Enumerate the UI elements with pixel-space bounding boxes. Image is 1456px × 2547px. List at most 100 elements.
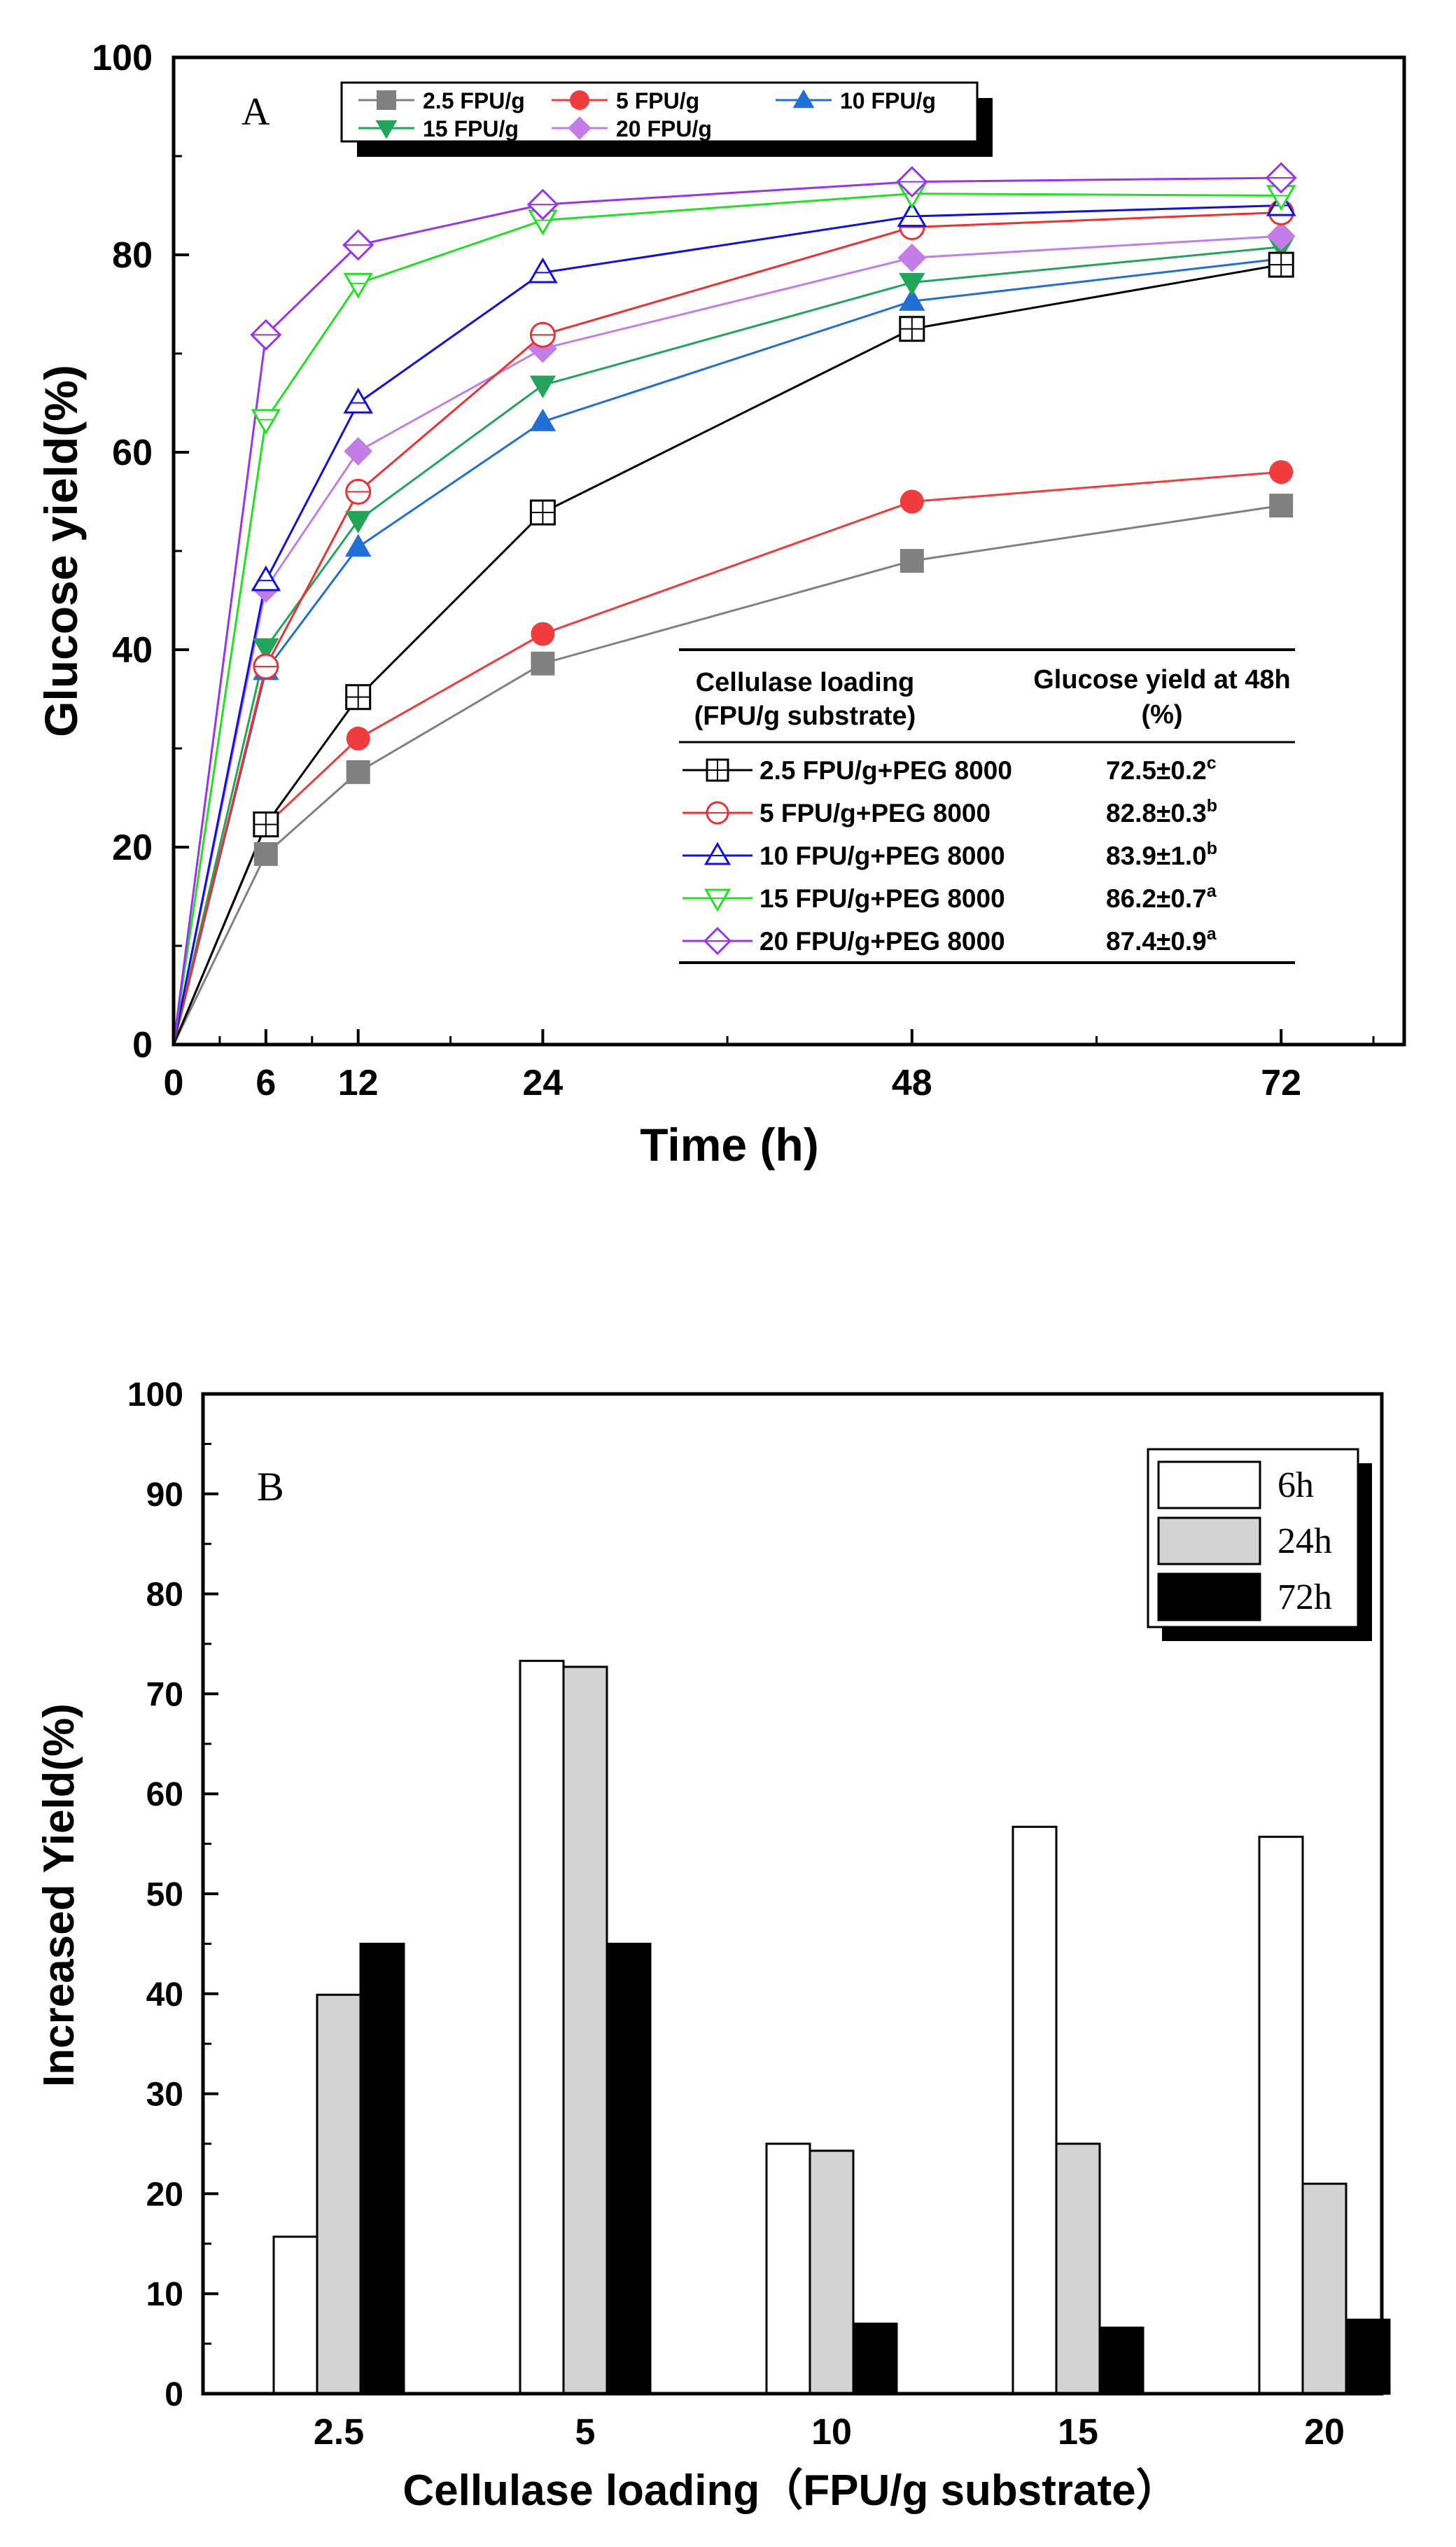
series-line-5-fpu-g-peg-8000 [172,211,1282,1045]
inset-table-yield-value: 83.9±1.0b [1106,839,1217,870]
data-point-15-fpu-g [529,375,556,398]
data-point-10-fpu-g [899,288,925,311]
bar-6h-5 [519,1659,565,2395]
inset-table-significance-letter: c [1207,753,1217,773]
panel-a-y-axis-label: Glucose yield(%) [35,365,87,737]
panel-b-x-tick-labels: 2.5 5 10 15 20 [314,2412,1345,2452]
panel-a-y-tick-label: 60 [112,433,153,473]
bar-72h-10 [852,2322,898,2395]
bar-24h-20 [1301,2182,1348,2395]
legend-swatch-marker [377,90,396,110]
inset-table-rows: 2.5 FPU/g+PEG 8000 72.5±0.2c 5 FPU/g+PEG 8… [682,753,1217,956]
bar-72h-15 [1098,2326,1144,2395]
legend-item-6h: 6h [1157,1460,1314,1509]
data-point-5-fpu-g-peg-8000 [345,478,372,505]
bar-24h-15 [1055,2142,1101,2395]
inset-table-significance-letter: b [1207,839,1217,858]
data-point-15-fpu-g [253,638,279,661]
legend-item-5-fpu-g: 5 FPU/g [552,88,699,113]
legend-item-20-fpu-g: 20 FPU/g [552,116,712,141]
inset-table-significance-letter: a [1207,881,1217,901]
panel-a-x-tick-labels: 0 6 12 24 48 72 [164,1063,1302,1103]
inset-table-row-10-fpu-g-peg-8000: 10 FPU/g+PEG 8000 83.9±1.0b [682,839,1217,870]
data-point-10-fpu-g-peg-8000 [251,565,281,592]
inset-table-loading-label: 2.5 FPU/g+PEG 8000 [760,756,1012,785]
inset-table-header-yield-unit: (%) [1141,700,1182,730]
panel-b-x-axis-label: Cellulase loading（FPU/g substrate） [402,2466,1179,2515]
data-point-15-fpu-g [345,510,372,533]
bar-72h-2-5 [359,1942,405,2395]
panel-a-x-axis-label: Time (h) [640,1119,818,1171]
legend-label: 10 FPU/g [840,88,936,113]
panel-b-legend: 6h 24h 72h [1147,1448,1372,1641]
data-point-2-5-fpu-g [253,842,278,866]
data-point-20-fpu-g [897,243,927,272]
panel-b-label: B [257,1464,284,1509]
series-line-15-fpu-g-peg-8000 [172,193,1282,1045]
data-point-5-fpu-g-peg-8000 [529,321,556,348]
bar-24h-2-5 [316,1993,362,2395]
panel-a-y-tick-labels: 0 20 40 60 80 100 [92,38,153,1066]
panel-a-y-tick-label: 100 [92,38,153,78]
panel-b-bars [272,1659,1391,2395]
panel-a-x-tick-label: 24 [522,1063,563,1103]
panel-a-legend-items: 2.5 FPU/g 5 FPU/g 10 FPU/g 15 FPU/g 20 FPU/g [358,88,936,141]
panel-a-y-tick-label: 0 [132,1025,153,1066]
data-point-2-5-fpu-g [899,549,924,573]
inset-table-loading-label: 15 FPU/g+PEG 8000 [760,884,1005,913]
series-line-10-fpu-g-peg-8000 [172,204,1282,1045]
legend-label: 15 FPU/g [423,116,519,141]
panel-a-inset-table: Cellulase loading (FPU/g substrate) Gluc… [679,648,1295,964]
data-point-2-5-fpu-g-peg-8000 [253,811,279,838]
legend-item-24h: 24h [1157,1516,1332,1565]
legend-swatch [1157,1572,1261,1621]
legend-swatch-marker [792,89,815,109]
panel-a-series-lines [172,176,1282,1045]
panel-b-plot-frame [201,1392,1384,2396]
data-point-20-fpu-g-peg-8000 [342,229,374,261]
data-point-2-5-fpu-g-peg-8000 [899,316,925,342]
data-point-20-fpu-g-peg-8000 [250,319,282,351]
legend-item-2-5-fpu-g: 2.5 FPU/g [358,88,525,113]
inset-table-yield-value: 72.5±0.2c [1106,753,1217,785]
data-point-5-fpu-g [346,726,370,751]
series-line-15-fpu-g [172,246,1282,1045]
legend-swatch [1157,1516,1261,1565]
legend-swatch-marker [568,116,592,140]
legend-swatch-marker [375,120,398,139]
bar-24h-10 [808,2149,855,2395]
bar-6h-15 [1011,1825,1058,2395]
data-point-5-fpu-g [1269,460,1294,484]
panel-a-y-tick-label: 20 [112,828,153,868]
panel-a-plot-frame [172,55,1406,1047]
bar-72h-5 [606,1942,652,2395]
data-point-2-5-fpu-g-peg-8000 [345,684,372,711]
data-point-2-5-fpu-g [346,760,370,784]
inset-table-swatch-marker [703,926,732,956]
panel-b-y-tick-label: 60 [146,1776,183,1813]
data-point-15-fpu-g-peg-8000 [343,272,374,299]
inset-table-swatch-marker [704,842,732,865]
panel-a-series-markers [250,162,1297,866]
panel-a-legend: 2.5 FPU/g 5 FPU/g 10 FPU/g 15 FPU/g 20 FPU/g [340,81,993,157]
inset-table-swatch-marker [704,888,732,912]
panel-b-x-tick-label: 10 [811,2412,852,2452]
legend-swatch [1157,1460,1261,1509]
inset-table-row-2-5-fpu-g-peg-8000: 2.5 FPU/g+PEG 8000 72.5±0.2c [682,753,1217,785]
panel-b-bar-chart: 0 10 20 30 40 50 60 70 80 90 100 2.5 5 10 15 20 B Cell… [35,1376,1391,2515]
data-point-10-fpu-g-peg-8000 [897,201,927,228]
legend-label: 20 FPU/g [616,116,712,141]
data-point-20-fpu-g [1266,221,1296,251]
data-point-15-fpu-g [899,272,925,296]
panel-b-y-tick-labels: 0 10 20 30 40 50 60 70 80 90 100 [127,1376,183,2413]
panel-a-x-tick-label: 48 [892,1063,932,1103]
panel-b-legend-items: 6h 24h 72h [1157,1460,1332,1621]
panel-a-x-tick-label: 0 [164,1063,184,1103]
inset-table-yield-value: 87.4±0.9a [1106,924,1217,956]
inset-table-row-5-fpu-g-peg-8000: 5 FPU/g+PEG 8000 82.8±0.3b [682,796,1217,828]
panel-a-x-tick-label: 6 [255,1063,276,1103]
data-point-10-fpu-g-peg-8000 [343,387,374,414]
series-line-2-5-fpu-g [172,504,1282,1045]
panel-b-x-tick-label: 5 [575,2412,596,2452]
